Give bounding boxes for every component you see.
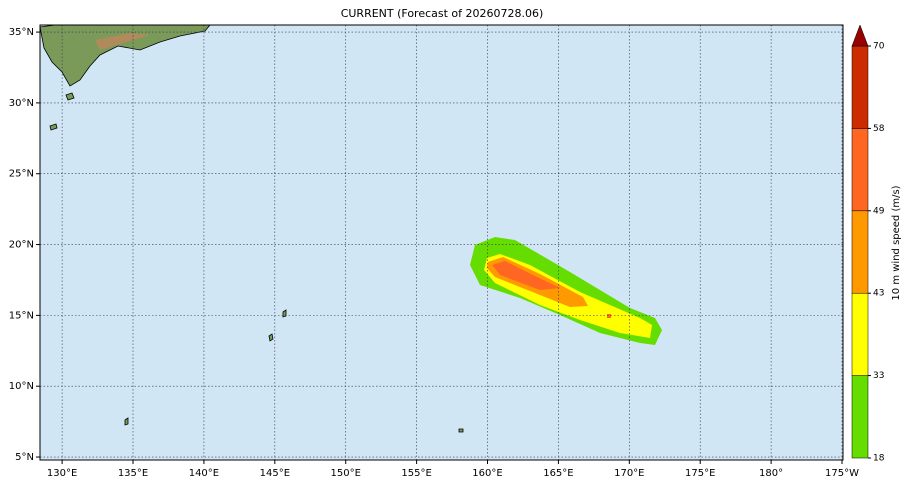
x-tick-label: 130°E [47, 468, 77, 479]
x-tick-label: 165°E [543, 468, 573, 479]
x-tick-label: 180° [759, 468, 783, 479]
x-tick-label: 140°E [189, 468, 219, 479]
map-title: CURRENT (Forecast of 20260728.06) [341, 7, 544, 20]
grid [40, 25, 843, 460]
colorbar-segment [851, 128, 869, 212]
swath-spot [607, 314, 611, 318]
y-tick-label: 35°N [9, 27, 34, 38]
y-tick-label: 5°N [15, 452, 34, 463]
x-tick-label: 170°E [614, 468, 644, 479]
island [268, 333, 274, 342]
island [65, 92, 75, 101]
y-tick-label: 25°N [9, 169, 34, 180]
colorbar-tick-label: 58 [873, 124, 885, 134]
colorbar-extend [851, 24, 869, 47]
x-tick-label: 175°E [685, 468, 715, 479]
x-tick-label: 135°E [118, 468, 148, 479]
colorbar-tick-label: 49 [873, 206, 885, 216]
wind-swath [470, 237, 662, 345]
island [124, 417, 129, 426]
colorbar-segment [851, 210, 869, 294]
swath-red [492, 261, 560, 290]
colorbar-segment [851, 45, 869, 129]
colorbar-tick-label: 18 [873, 454, 885, 464]
japan [39, 24, 211, 87]
colorbar-tick-label: 43 [873, 289, 884, 299]
colorbar-segment [851, 292, 869, 376]
ocean [40, 25, 843, 460]
island [49, 123, 58, 131]
y-tick-label: 20°N [9, 240, 34, 251]
y-tick-label: 10°N [9, 381, 34, 392]
japan-relief [95, 33, 150, 50]
y-tick-label: 15°N [9, 310, 34, 321]
x-tick-label: 150°E [331, 468, 361, 479]
colorbar-label: 10 m wind speed (m/s) [891, 185, 902, 300]
colorbar-tick-label: 33 [873, 371, 884, 381]
map-frame [39, 24, 844, 461]
colorbar-segment [851, 375, 869, 459]
x-tick-label: 175°W [825, 468, 859, 479]
island [458, 428, 464, 433]
y-tick-label: 30°N [9, 98, 34, 109]
x-tick-label: 145°E [260, 468, 290, 479]
colorbar-tick-label: 70 [873, 42, 885, 52]
x-tick-label: 160°E [472, 468, 502, 479]
x-tick-label: 155°E [401, 468, 431, 479]
